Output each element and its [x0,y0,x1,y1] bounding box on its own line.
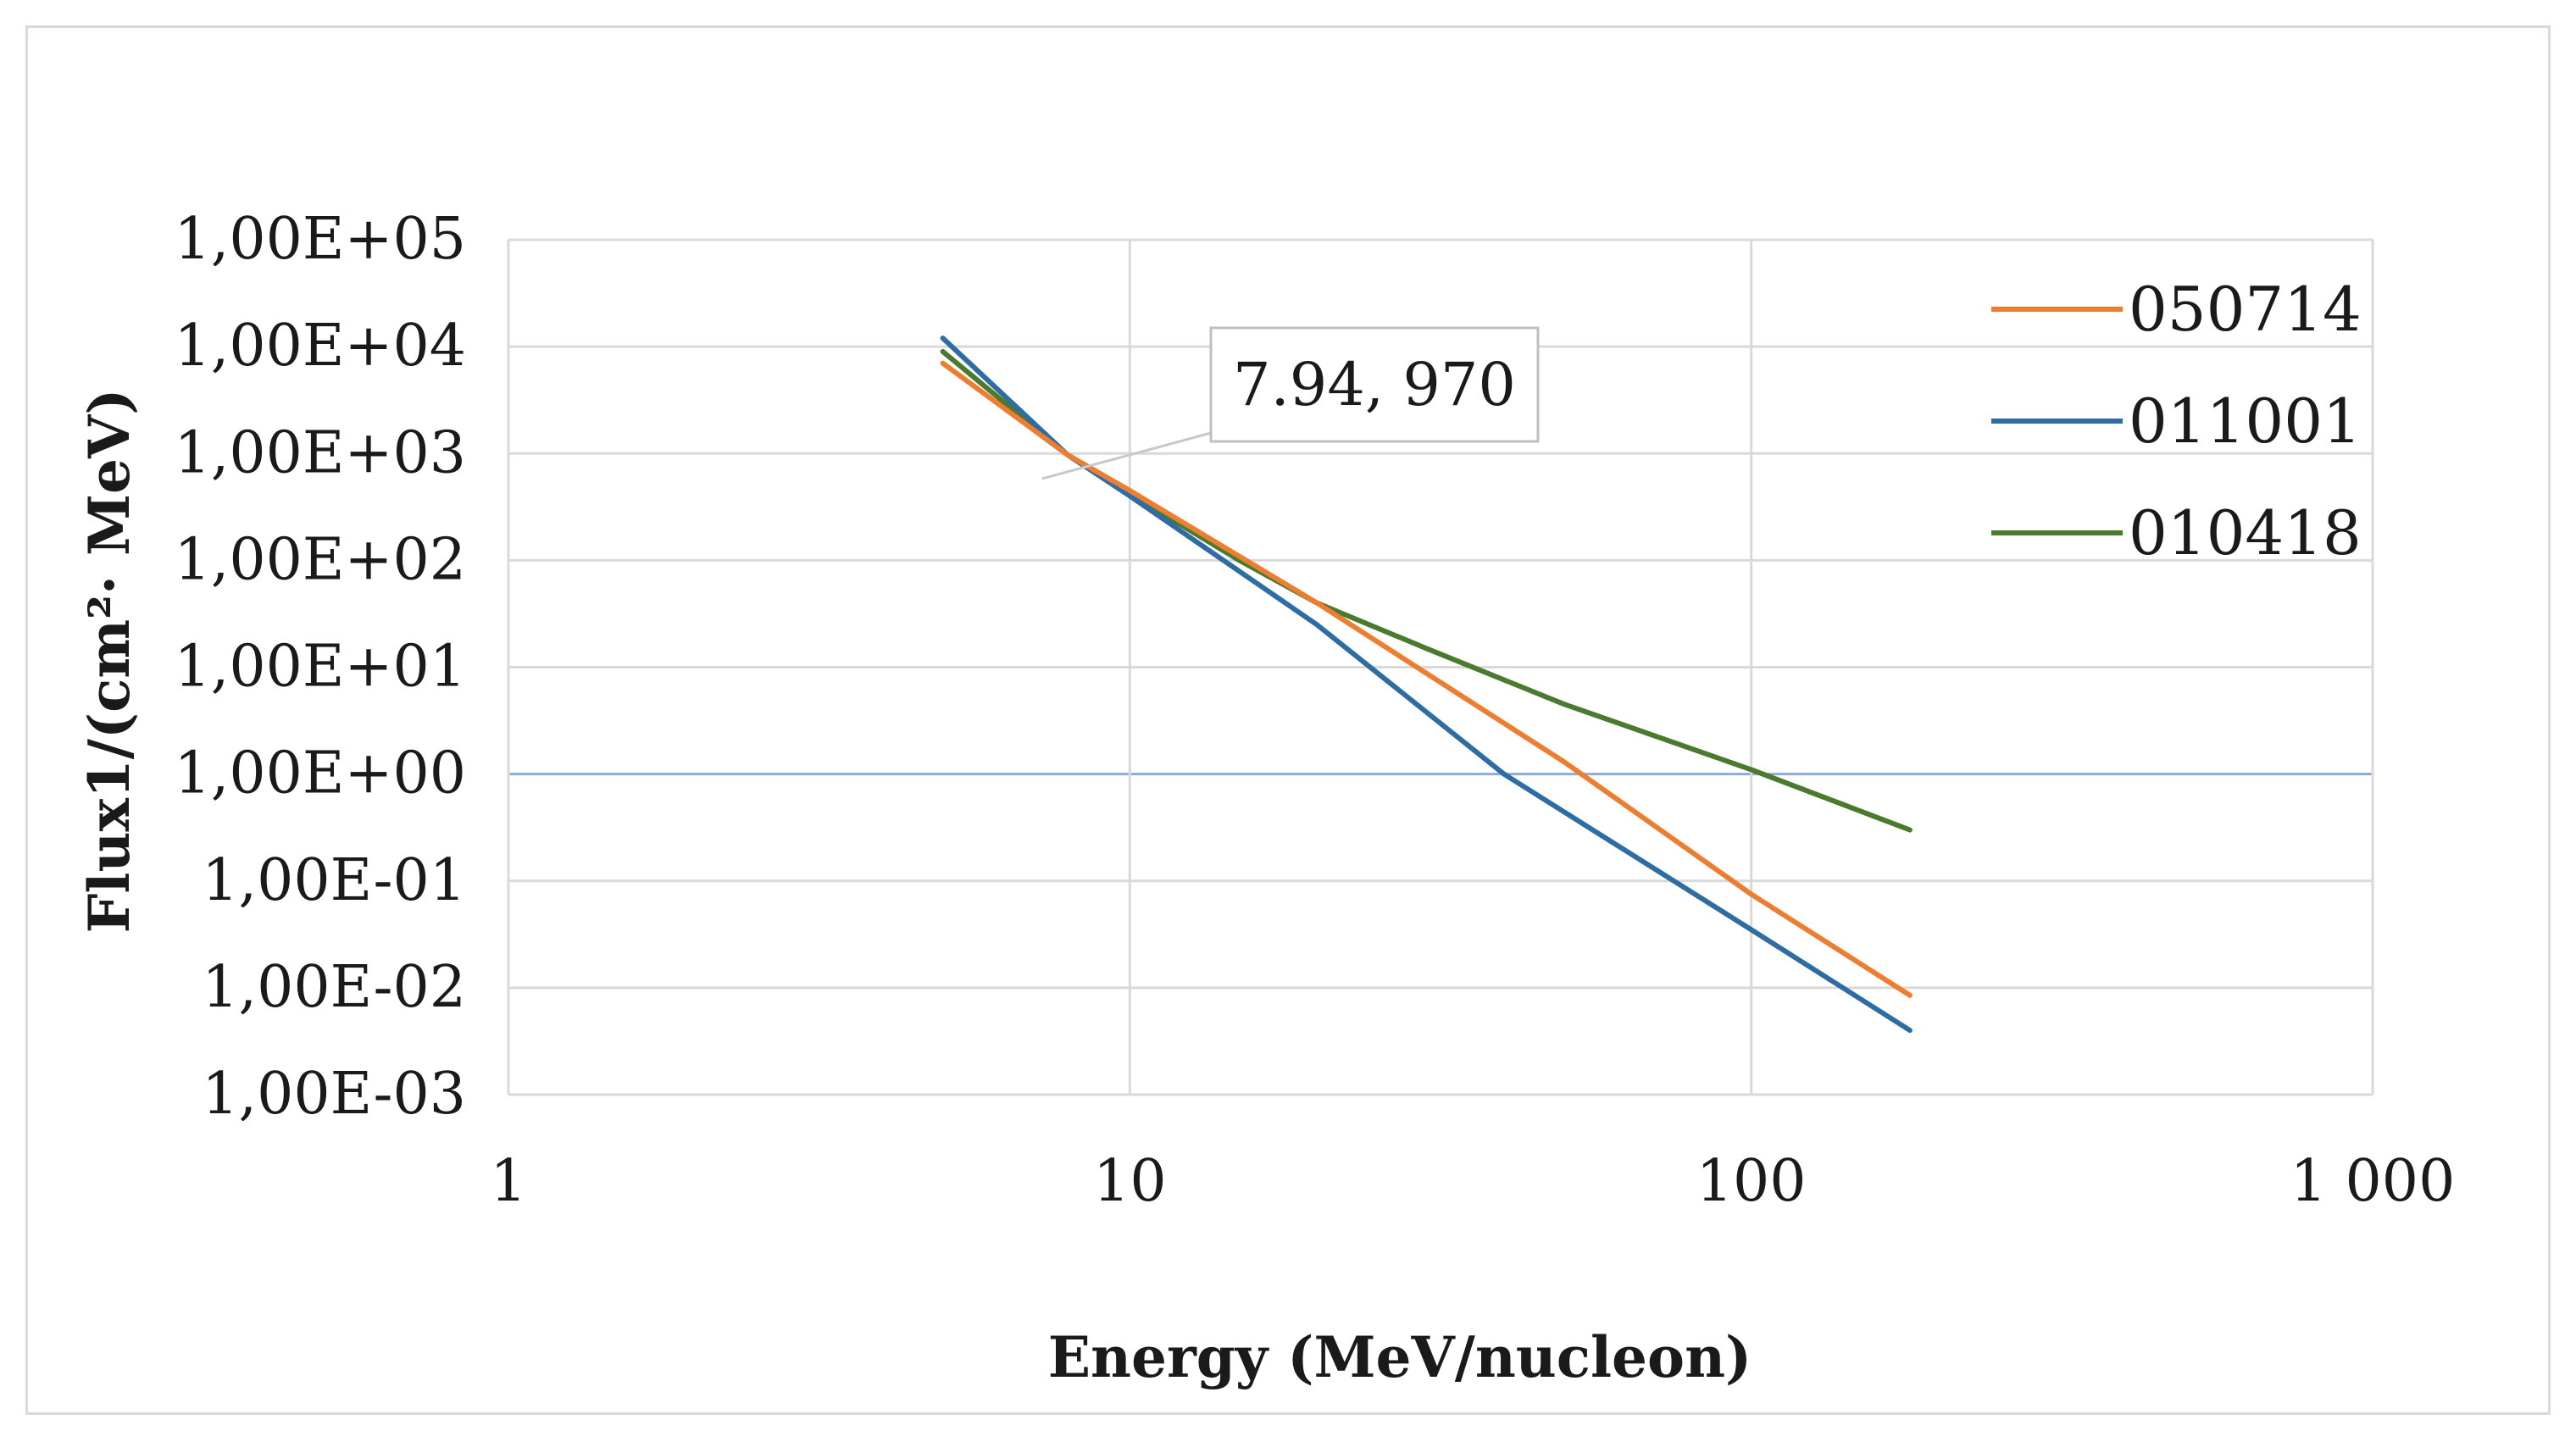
y-tick-label: 1,00E-02 [202,954,466,1021]
x-tick-label: 1 000 [2290,1148,2456,1215]
y-tick-label: 1,00E+03 [174,419,466,486]
y-axis-title: Flux1/(cm²· MeV) [76,389,142,934]
x-tick-label: 100 [1696,1148,1807,1215]
y-tick-label: 1,00E+04 [174,313,466,380]
y-tick-label: 1,00E-01 [202,847,466,914]
y-tick-label: 1,00E+01 [174,634,466,701]
tick-labels: 1,00E+05 1,00E+04 1,00E+03 1,00E+02 1,00E+01… [174,206,2455,1215]
callout-leader [1041,431,1212,480]
legend-label-011001: 011001 [2129,385,2362,457]
chart-frame [25,25,2551,1415]
y-tick-label: 1,00E-03 [202,1061,466,1128]
legend-label-010418: 010418 [2129,497,2362,568]
x-axis-title: Energy (MeV/nucleon) [1048,1324,1752,1390]
y-tick-label: 1,00E+05 [174,206,466,273]
grid [507,238,2374,1096]
y-tick-label: 1,00E+00 [174,740,466,807]
callout: 7.94, 970 [1041,326,1540,480]
series-lines [940,336,1913,1034]
legend: 050714 011001 010418 [1991,274,2362,568]
y-tick-label: 1,00E+02 [174,526,466,593]
legend-label-050714: 050714 [2129,274,2362,345]
x-tick-label: 1 [490,1148,526,1215]
callout-box [1209,326,1540,443]
series-line-050714 [940,360,1913,998]
callout-label: 7.94, 970 [1233,350,1516,419]
x-tick-label: 10 [1093,1148,1167,1215]
